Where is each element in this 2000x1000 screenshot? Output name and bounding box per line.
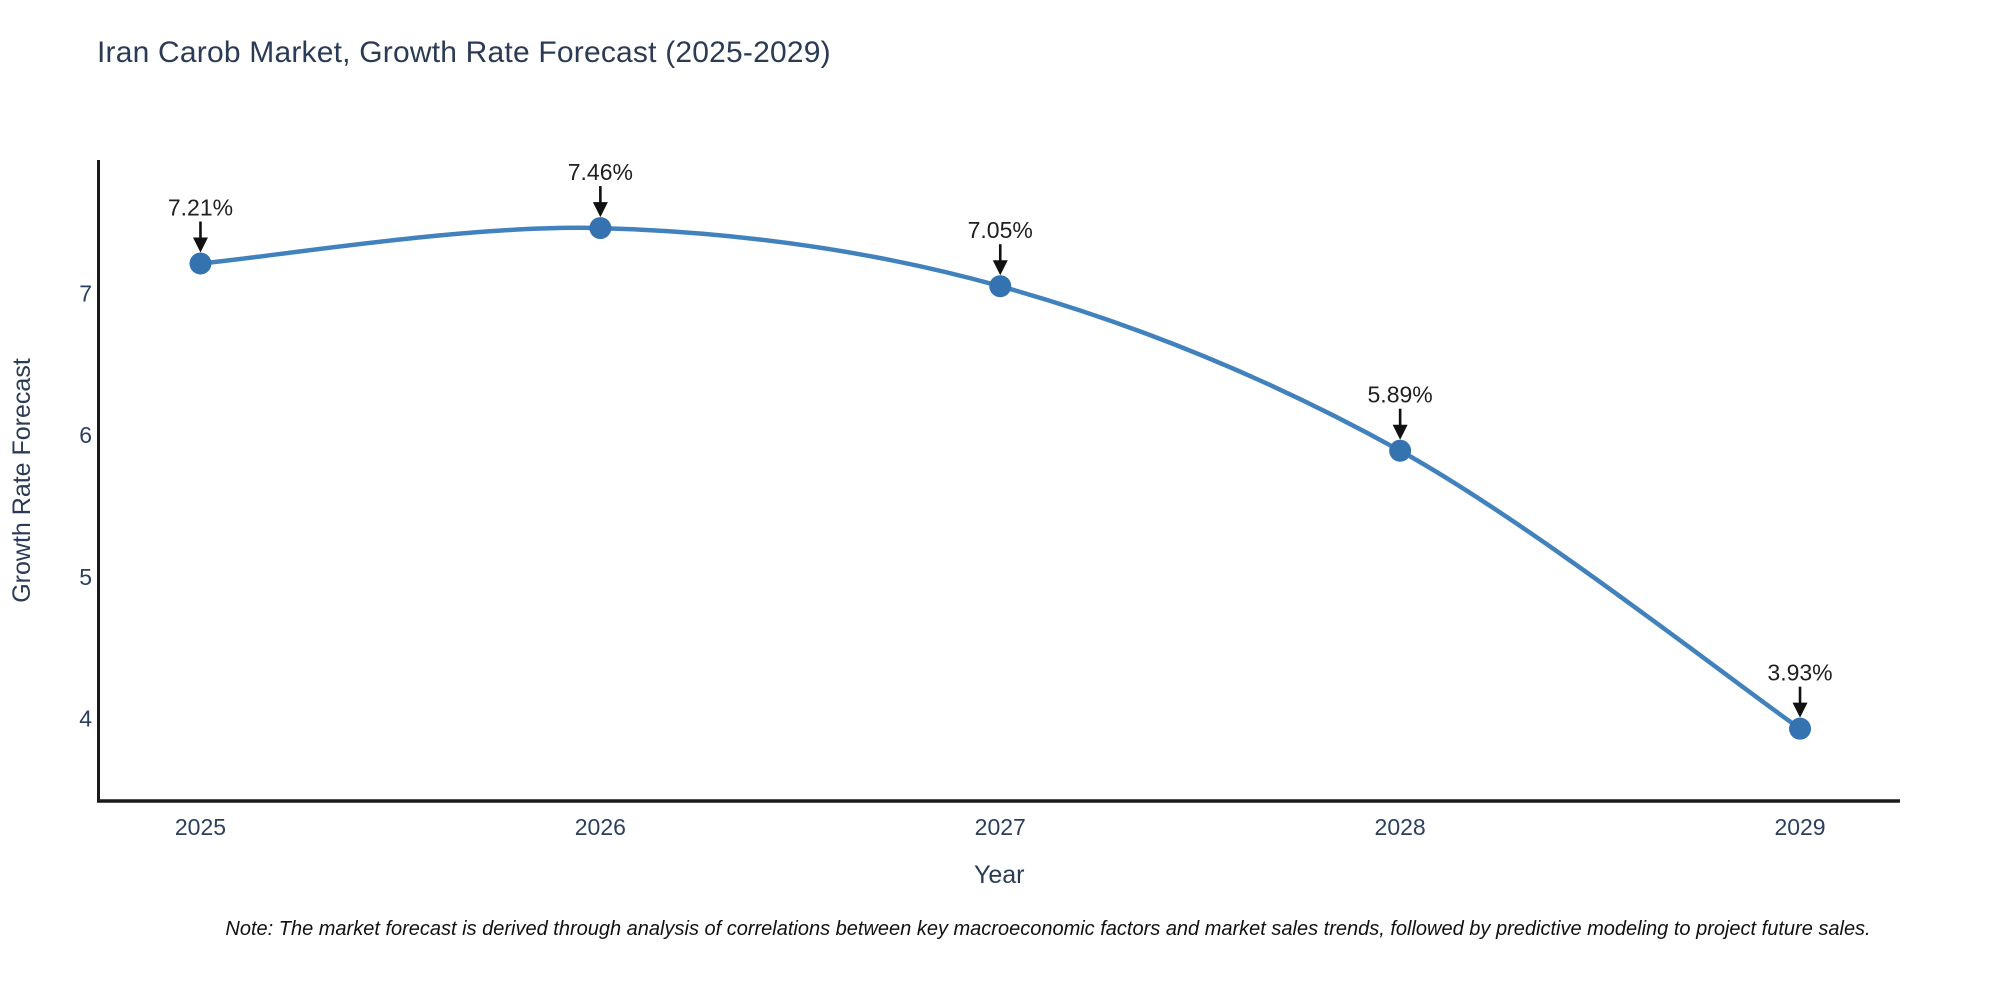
x-tick-label: 2026 [575,814,626,840]
data-point-label: 3.93% [1767,660,1832,686]
footnote: Note: The market forecast is derived thr… [225,918,1871,940]
data-point-label: 7.05% [968,217,1033,243]
data-point-label: 7.21% [168,195,233,221]
annotation-arrow-head [992,260,1008,276]
y-tick-label: 4 [79,706,92,732]
x-tick-label: 2029 [1774,814,1825,840]
data-point-marker [989,275,1012,298]
annotation-arrow-head [1392,424,1408,440]
trend-line [198,225,1803,731]
x-axis-title: Year [974,861,1025,889]
annotation-arrow-head [1792,702,1808,718]
chart-title: Iran Carob Market, Growth Rate Forecast … [97,36,831,69]
data-point-label: 5.89% [1368,382,1433,408]
y-tick-label: 6 [79,422,92,448]
data-point-label: 7.46% [568,159,633,185]
data-point-marker [589,217,612,240]
x-tick-label: 2028 [1375,814,1426,840]
data-point-marker [1789,717,1812,740]
y-tick-label: 7 [79,280,92,306]
annotation-arrow-head [192,237,208,253]
y-axis-title: Growth Rate Forecast [8,358,36,603]
annotation-arrow-head [592,202,608,218]
y-tick-label: 5 [79,564,92,590]
x-tick-label: 2027 [975,814,1026,840]
x-tick-label: 2025 [175,814,226,840]
data-point-marker [1389,439,1412,462]
data-point-marker [189,252,212,275]
